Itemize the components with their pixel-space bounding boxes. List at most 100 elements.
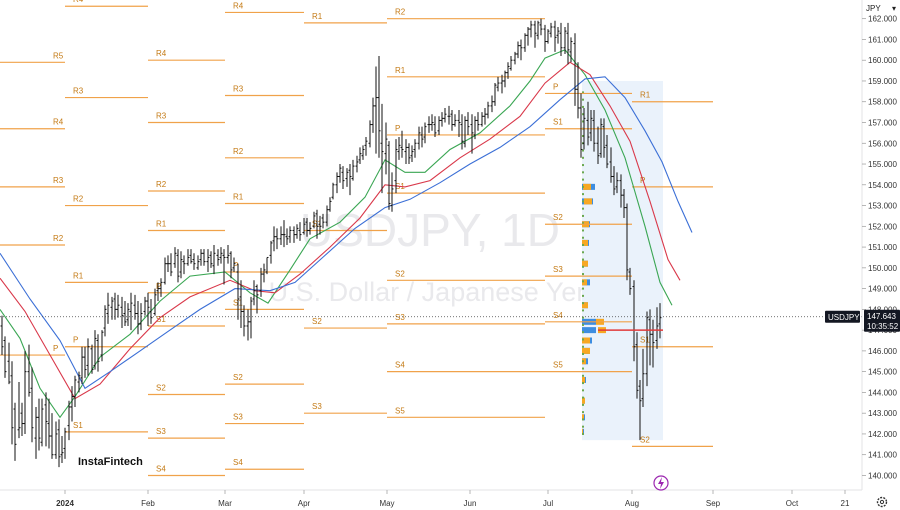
last-price-value: 147.643 — [867, 312, 896, 321]
ohlc-bar — [113, 292, 117, 320]
ohlc-bar — [17, 382, 21, 439]
ohlc-bar — [44, 392, 48, 447]
ohlc-bar — [335, 172, 339, 194]
ohlc-bar — [206, 249, 210, 272]
time-tick-label: Mar — [218, 499, 232, 508]
ohlc-bar — [351, 159, 355, 181]
pivot-label: R5 — [53, 51, 64, 60]
volume-profile-tick — [582, 105, 584, 108]
price-tick-label: 155.000 — [868, 160, 897, 169]
ohlc-bar — [592, 110, 596, 152]
pivot-label: S4 — [233, 458, 243, 467]
ohlc-bar — [156, 282, 160, 302]
volume-profile-tick — [582, 244, 584, 246]
price-tick-label: 154.000 — [868, 181, 897, 190]
volume-profile-tick — [582, 229, 584, 232]
time-tick-label: Oct — [786, 499, 799, 508]
ohlc-bar — [612, 166, 616, 196]
ohlc-bar — [573, 33, 577, 106]
price-tick-label: 149.000 — [868, 285, 897, 294]
watermark-description: U.S. Dollar / Japanese Yen — [269, 277, 592, 307]
volume-profile-bar — [582, 376, 585, 383]
pivot-label: S3 — [395, 313, 405, 322]
pivot-label: R2 — [73, 195, 84, 204]
ohlc-bar — [338, 164, 342, 183]
ohlc-bar — [110, 296, 114, 320]
pivot-label: R1 — [73, 271, 84, 280]
price-tick-label: 144.000 — [868, 388, 897, 397]
volume-profile-tick — [582, 294, 584, 297]
volume-profile-tick — [582, 98, 584, 101]
ohlc-bar — [219, 247, 223, 264]
ohlc-bar — [427, 116, 431, 133]
volume-profile-bar — [582, 279, 587, 286]
bar-countdown: 10:35:52 — [867, 322, 899, 331]
ohlc-bar — [288, 226, 292, 243]
currency-label[interactable]: JPY — [866, 4, 881, 13]
ohlc-bar — [7, 342, 11, 385]
price-axis[interactable]: 140.000 141.000 142.000 143.000 144.000 145.0… — [862, 15, 897, 481]
ohlc-bar — [387, 141, 391, 210]
ohlc-bar — [619, 174, 623, 208]
pivot-label: P — [553, 82, 558, 91]
volume-profile-bar — [582, 327, 596, 334]
pivot-label: S2 — [395, 269, 405, 278]
ohlc-bar — [625, 203, 629, 281]
volume-profile-tick — [582, 222, 584, 225]
ohlc-bar — [569, 37, 573, 63]
ohlc-bar — [371, 97, 375, 133]
ohlc-bar — [275, 228, 279, 250]
price-tick-label: 157.000 — [868, 119, 897, 128]
ohlc-bar — [249, 296, 253, 339]
ohlc-bar — [460, 114, 464, 150]
ohlc-bar — [615, 172, 619, 194]
ohlc-bar — [10, 361, 14, 445]
ohlc-bar — [295, 224, 299, 239]
ohlc-bar — [513, 51, 517, 65]
ohlc-bar — [30, 367, 34, 443]
pivot-label: S3 — [156, 427, 166, 436]
ohlc-bar — [566, 22, 570, 65]
ohlc-bar — [400, 130, 404, 158]
lightning-icon[interactable] — [653, 475, 669, 491]
ohlc-bar — [390, 172, 394, 212]
pivot-label: S5 — [395, 406, 405, 415]
price-tick-label: 145.000 — [868, 368, 897, 377]
ohlc-bar — [252, 280, 256, 306]
volume-profile-tick — [582, 360, 584, 363]
ohlc-bar — [500, 74, 504, 94]
ohlc-bar — [129, 292, 133, 331]
price-axis-bg — [862, 0, 900, 510]
pivot-label: S5 — [553, 361, 563, 370]
volume-profile-tick — [582, 374, 584, 377]
currency-dropdown-icon[interactable]: ▾ — [892, 4, 896, 13]
price-tick-label: 158.000 — [868, 98, 897, 107]
pivot-label: S3 — [553, 265, 563, 274]
time-tick-label: Aug — [625, 499, 639, 508]
ohlc-bar — [100, 330, 104, 362]
ohlc-bar — [331, 182, 335, 200]
ohlc-bar — [83, 346, 87, 378]
ohlc-bar — [466, 112, 470, 135]
pivot-levels: R5R4R3R2PR4R3R2R1PS1R5R4R3R2R1PS1S2S3S4R… — [0, 0, 713, 477]
time-axis[interactable]: 2024 Feb Mar Apr May Jun Jul Aug Sep Oct 21 — [56, 490, 850, 508]
ohlc-bar — [430, 114, 434, 131]
volume-profile-bar — [582, 428, 583, 435]
time-tick-label: Jul — [543, 499, 553, 508]
volume-profile-tick — [582, 113, 584, 116]
ohlc-bar — [486, 101, 490, 119]
volume-profile-area — [582, 80, 663, 441]
pivot-label: R1 — [395, 66, 406, 75]
ohlc-bar — [255, 284, 259, 314]
ohlc-bar — [325, 205, 329, 227]
settings-gear-icon[interactable] — [876, 496, 888, 508]
ohlc-bar — [308, 222, 312, 235]
pivot-label: R2 — [233, 147, 244, 156]
volume-profile-tick — [582, 338, 584, 341]
volume-profile-bar — [582, 337, 590, 344]
ohlc-bar — [586, 101, 590, 146]
ohlc-bar — [457, 110, 461, 138]
ohlc-bar — [80, 346, 84, 385]
ohlc-bar — [166, 255, 170, 272]
